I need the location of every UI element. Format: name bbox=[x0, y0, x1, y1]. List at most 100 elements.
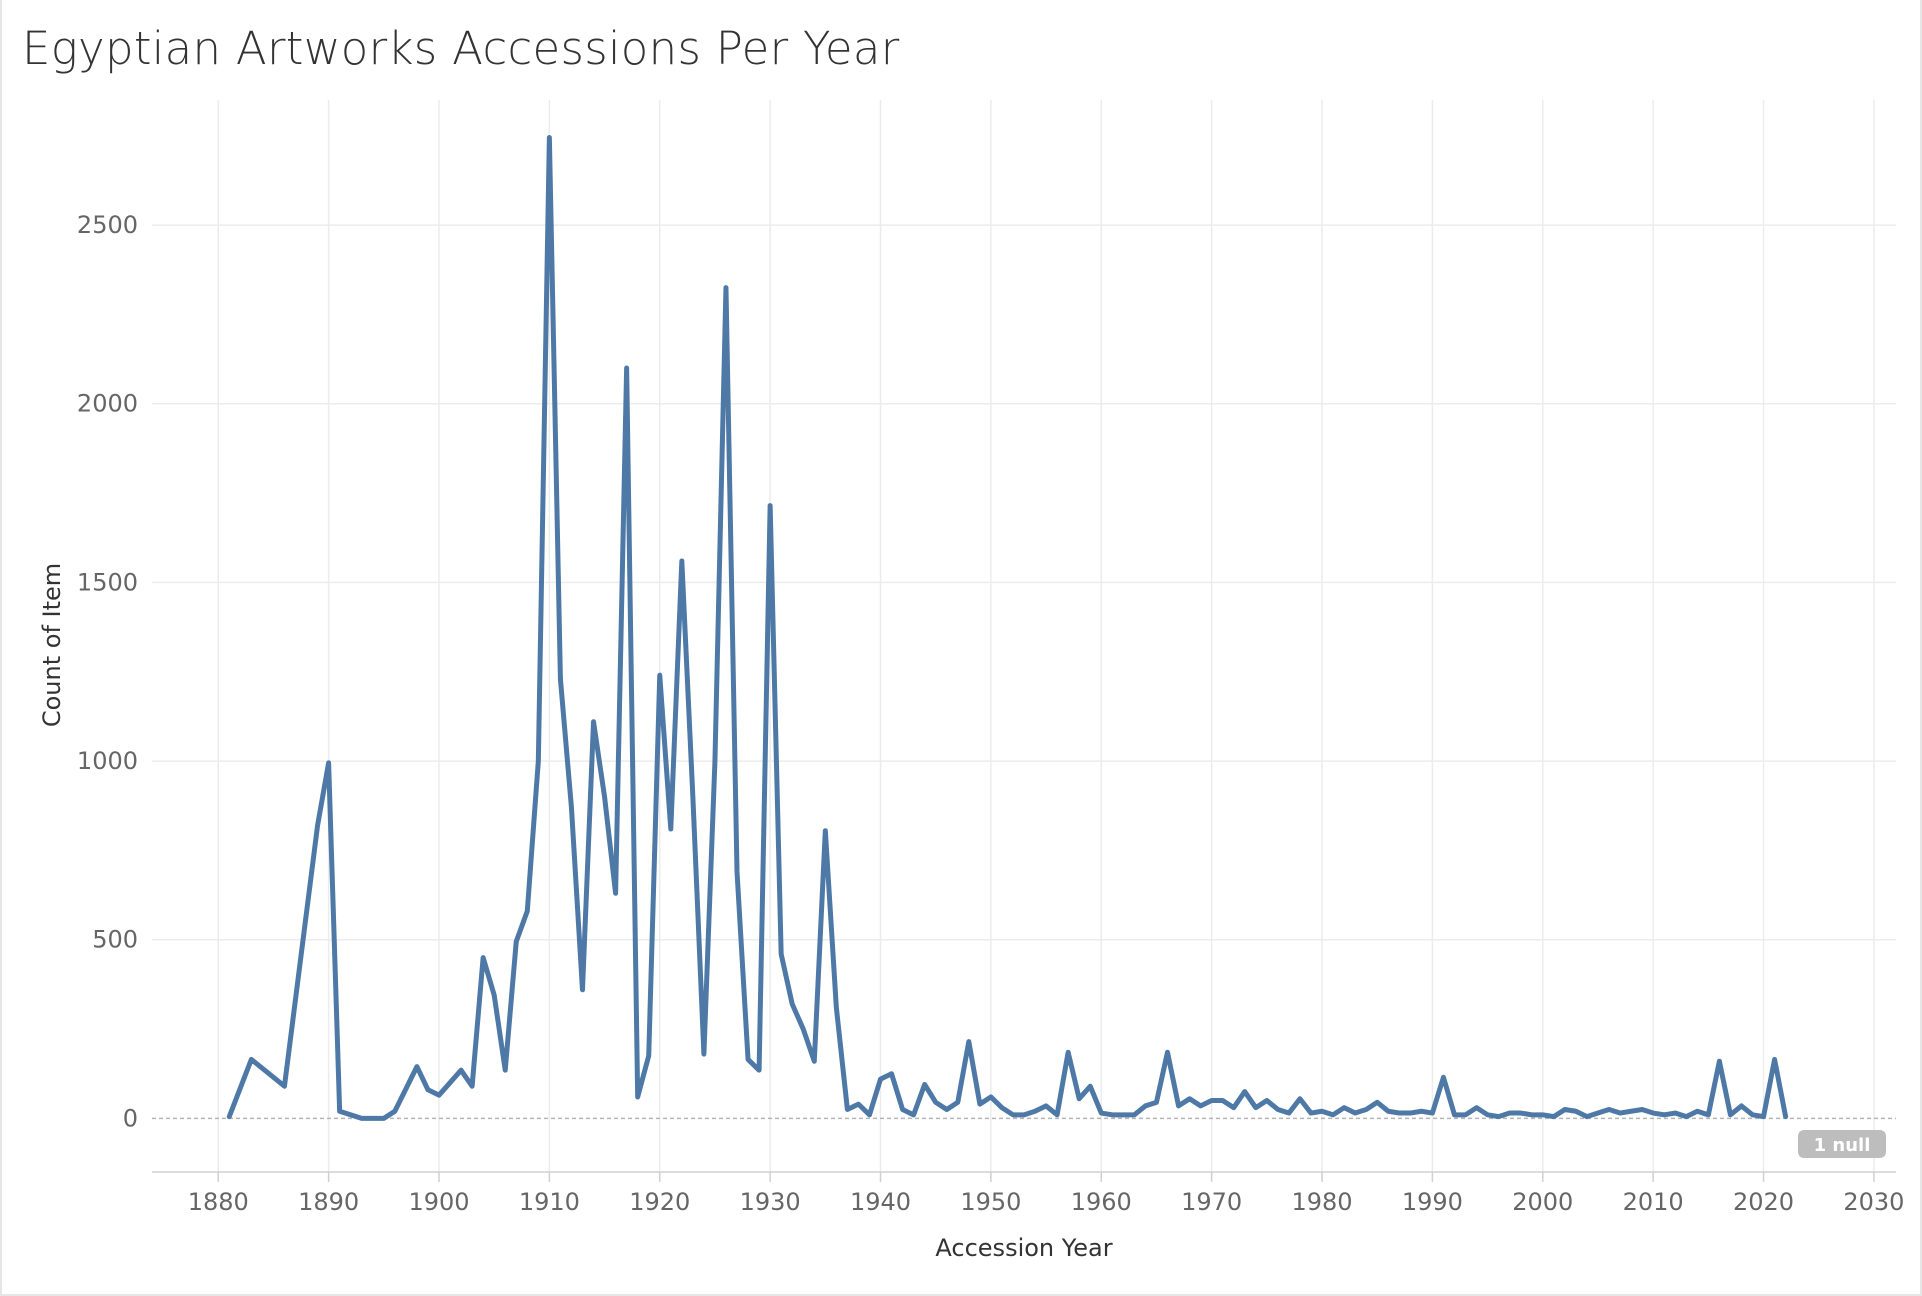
data-point[interactable] bbox=[1130, 1111, 1138, 1119]
data-point[interactable] bbox=[1726, 1111, 1734, 1119]
data-point[interactable] bbox=[998, 1104, 1006, 1112]
data-point[interactable] bbox=[788, 1000, 796, 1008]
data-point[interactable] bbox=[1462, 1111, 1470, 1119]
data-point[interactable] bbox=[899, 1105, 907, 1113]
data-point[interactable] bbox=[280, 1082, 288, 1090]
data-point[interactable] bbox=[1428, 1109, 1436, 1117]
data-point[interactable] bbox=[678, 557, 686, 565]
data-point[interactable] bbox=[744, 1055, 752, 1063]
data-point[interactable] bbox=[1782, 1113, 1790, 1121]
data-point[interactable] bbox=[1439, 1073, 1447, 1081]
data-point[interactable] bbox=[1318, 1107, 1326, 1115]
data-point[interactable] bbox=[1141, 1102, 1149, 1110]
data-point[interactable] bbox=[590, 718, 598, 726]
data-point[interactable] bbox=[1649, 1109, 1657, 1117]
null-indicator[interactable]: 1 null bbox=[1798, 1130, 1886, 1158]
data-point[interactable] bbox=[578, 986, 586, 994]
data-point[interactable] bbox=[1296, 1095, 1304, 1103]
data-point[interactable] bbox=[1340, 1104, 1348, 1112]
data-point[interactable] bbox=[932, 1098, 940, 1106]
data-point[interactable] bbox=[1450, 1111, 1458, 1119]
data-point[interactable] bbox=[799, 1025, 807, 1033]
data-point[interactable] bbox=[1517, 1109, 1525, 1117]
data-point[interactable] bbox=[1417, 1107, 1425, 1115]
data-point[interactable] bbox=[1550, 1113, 1558, 1121]
data-point[interactable] bbox=[722, 284, 730, 292]
data-point[interactable] bbox=[1329, 1111, 1337, 1119]
data-point[interactable] bbox=[755, 1066, 763, 1074]
data-point[interactable] bbox=[314, 821, 322, 829]
data-point[interactable] bbox=[512, 938, 520, 946]
data-point[interactable] bbox=[656, 671, 664, 679]
data-point[interactable] bbox=[810, 1057, 818, 1065]
data-point[interactable] bbox=[888, 1070, 896, 1078]
data-point[interactable] bbox=[910, 1111, 918, 1119]
data-point[interactable] bbox=[1528, 1111, 1536, 1119]
null-badge[interactable] bbox=[1798, 1130, 1886, 1158]
data-point[interactable] bbox=[336, 1107, 344, 1115]
data-point[interactable] bbox=[1152, 1098, 1160, 1106]
data-point[interactable] bbox=[1616, 1109, 1624, 1117]
data-point[interactable] bbox=[843, 1105, 851, 1113]
data-point[interactable] bbox=[733, 868, 741, 876]
data-point[interactable] bbox=[1064, 1048, 1072, 1056]
data-point[interactable] bbox=[479, 954, 487, 962]
data-point[interactable] bbox=[545, 134, 553, 142]
data-point[interactable] bbox=[1671, 1109, 1679, 1117]
data-point[interactable] bbox=[1660, 1111, 1668, 1119]
data-point[interactable] bbox=[766, 502, 774, 510]
data-point[interactable] bbox=[358, 1114, 366, 1122]
data-point[interactable] bbox=[1186, 1095, 1194, 1103]
data-point[interactable] bbox=[1495, 1113, 1503, 1121]
data-point[interactable] bbox=[854, 1100, 862, 1108]
data-point[interactable] bbox=[1075, 1095, 1083, 1103]
data-point[interactable] bbox=[821, 827, 829, 835]
data-point[interactable] bbox=[457, 1066, 465, 1074]
data-point[interactable] bbox=[954, 1098, 962, 1106]
data-point[interactable] bbox=[689, 793, 697, 801]
data-point[interactable] bbox=[1737, 1102, 1745, 1110]
data-point[interactable] bbox=[1053, 1111, 1061, 1119]
data-point[interactable] bbox=[623, 364, 631, 372]
data-point[interactable] bbox=[612, 889, 620, 897]
data-point[interactable] bbox=[424, 1086, 432, 1094]
data-point[interactable] bbox=[523, 907, 531, 915]
data-point[interactable] bbox=[1285, 1109, 1293, 1117]
data-point[interactable] bbox=[490, 991, 498, 999]
data-point[interactable] bbox=[667, 825, 675, 833]
data-point[interactable] bbox=[1704, 1111, 1712, 1119]
data-point[interactable] bbox=[832, 1004, 840, 1012]
data-point[interactable] bbox=[1042, 1102, 1050, 1110]
data-point[interactable] bbox=[1119, 1111, 1127, 1119]
data-point[interactable] bbox=[1009, 1111, 1017, 1119]
data-point[interactable] bbox=[1572, 1107, 1580, 1115]
data-point[interactable] bbox=[601, 793, 609, 801]
data-point[interactable] bbox=[1749, 1111, 1757, 1119]
data-point[interactable] bbox=[1605, 1105, 1613, 1113]
data-point[interactable] bbox=[413, 1063, 421, 1071]
data-point[interactable] bbox=[1627, 1107, 1635, 1115]
data-point[interactable] bbox=[501, 1066, 509, 1074]
data-point[interactable] bbox=[1406, 1109, 1414, 1117]
data-point[interactable] bbox=[1539, 1111, 1547, 1119]
data-point[interactable] bbox=[943, 1105, 951, 1113]
data-point[interactable] bbox=[1175, 1102, 1183, 1110]
data-point[interactable] bbox=[1097, 1109, 1105, 1117]
data-point[interactable] bbox=[1384, 1107, 1392, 1115]
data-point[interactable] bbox=[1373, 1098, 1381, 1106]
data-point[interactable] bbox=[1583, 1113, 1591, 1121]
data-point[interactable] bbox=[1241, 1088, 1249, 1096]
data-point[interactable] bbox=[325, 759, 333, 767]
data-point[interactable] bbox=[987, 1093, 995, 1101]
data-point[interactable] bbox=[1715, 1057, 1723, 1065]
data-point[interactable] bbox=[965, 1038, 973, 1046]
data-point[interactable] bbox=[711, 757, 719, 765]
data-point[interactable] bbox=[1163, 1048, 1171, 1056]
data-point[interactable] bbox=[1108, 1111, 1116, 1119]
data-point[interactable] bbox=[1307, 1109, 1315, 1117]
data-point[interactable] bbox=[391, 1107, 399, 1115]
data-point[interactable] bbox=[435, 1091, 443, 1099]
data-point[interactable] bbox=[468, 1082, 476, 1090]
data-point[interactable] bbox=[865, 1111, 873, 1119]
data-point[interactable] bbox=[380, 1114, 388, 1122]
